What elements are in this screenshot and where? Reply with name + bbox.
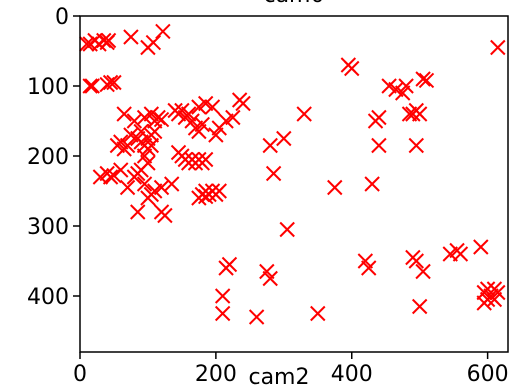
data-point-marker <box>113 162 129 178</box>
y-tick-label: 300 <box>27 215 69 240</box>
data-point-marker <box>119 179 136 196</box>
y-axis-ticks: 0 100 200 300 400 <box>27 5 80 310</box>
x-tick-label: 0 <box>73 362 87 385</box>
data-point-marker <box>408 253 424 269</box>
data-point-marker <box>296 106 312 122</box>
data-point-marker <box>79 36 95 52</box>
data-point-marker <box>344 60 360 77</box>
data-point-marker <box>119 137 136 154</box>
data-point-marker <box>136 176 153 192</box>
data-point-marker <box>106 74 122 91</box>
data-point-marker <box>194 116 210 133</box>
data-point-marker <box>415 71 431 87</box>
x-tick-label: 400 <box>331 362 373 385</box>
data-point-marker <box>102 74 119 91</box>
data-point-marker <box>262 137 278 154</box>
data-point-marker <box>82 78 98 94</box>
data-point-marker <box>473 239 489 255</box>
x-tick-label: 200 <box>195 362 237 385</box>
data-point-marker <box>153 179 170 196</box>
data-point-marker <box>147 123 163 140</box>
y-tick-label: 200 <box>27 145 69 170</box>
data-point-marker <box>310 305 326 322</box>
data-point-marker <box>84 78 100 94</box>
data-point-marker <box>327 179 343 196</box>
data-point-marker <box>371 109 387 126</box>
x-axis-label: cam2 <box>248 365 309 385</box>
data-point-marker <box>411 298 428 315</box>
data-point-marker <box>411 106 428 122</box>
x-tick-label: 600 <box>467 362 509 385</box>
data-point-marker <box>235 95 251 112</box>
data-point-marker <box>177 151 194 168</box>
data-point-marker <box>262 270 278 287</box>
data-point-marker <box>221 256 238 273</box>
data-point-marker <box>204 99 221 115</box>
data-point-marker <box>153 111 170 128</box>
data-point-marker <box>214 305 231 322</box>
plot-frame <box>79 15 509 353</box>
chart-title: cam0 <box>263 0 324 8</box>
data-points <box>79 23 506 325</box>
data-point-marker <box>116 106 132 122</box>
data-point-marker <box>164 176 180 192</box>
data-point-marker <box>197 151 214 168</box>
data-point-marker <box>197 188 214 205</box>
data-point-marker <box>157 207 173 224</box>
data-point-marker <box>371 137 387 154</box>
data-point-marker <box>100 32 117 49</box>
y-tick-label: 0 <box>55 5 69 30</box>
data-point-marker <box>102 169 119 185</box>
data-point-marker <box>225 109 241 126</box>
data-point-marker <box>214 288 231 304</box>
data-point-marker <box>130 204 146 220</box>
data-point-marker <box>248 309 265 325</box>
y-tick-label: 400 <box>27 285 69 310</box>
data-point-marker <box>126 113 143 129</box>
data-point-marker <box>398 78 414 94</box>
data-point-marker <box>133 162 149 178</box>
x-axis-ticks: 0 200 400 600 <box>73 352 509 385</box>
data-point-marker <box>452 246 469 262</box>
data-point-marker <box>415 263 431 280</box>
data-point-marker <box>143 137 160 154</box>
data-point-marker <box>418 72 435 89</box>
data-point-marker <box>155 23 171 40</box>
data-point-marker <box>361 260 377 276</box>
data-point-marker <box>408 137 424 154</box>
data-point-marker <box>276 130 292 147</box>
data-point-marker <box>145 34 162 51</box>
y-tick-label: 100 <box>27 75 69 100</box>
data-point-marker <box>479 291 496 308</box>
data-point-marker <box>364 176 380 192</box>
data-point-marker <box>279 221 295 238</box>
data-point-marker <box>490 39 506 56</box>
data-point-marker <box>486 291 503 308</box>
data-point-marker <box>211 183 227 199</box>
data-point-marker <box>265 165 282 182</box>
data-point-marker <box>123 29 139 45</box>
